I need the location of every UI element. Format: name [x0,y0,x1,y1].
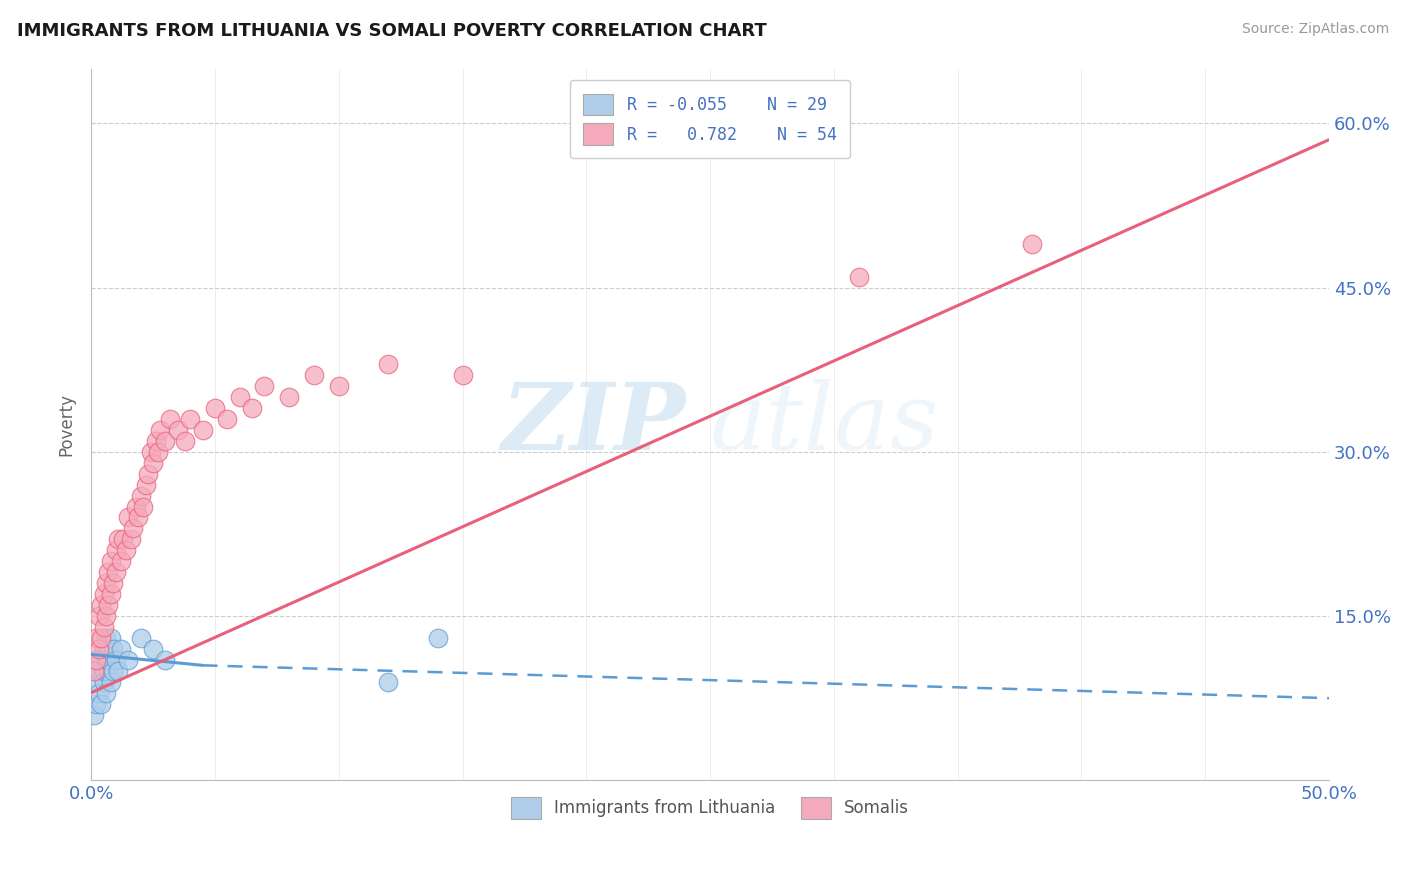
Point [94,609,117,624]
Point [87,609,110,624]
Point [97,653,120,667]
Point [87,664,110,678]
Point [97,598,120,612]
Point [253,379,276,393]
Point [84,631,107,645]
Point [93,641,115,656]
Point [240,401,263,415]
Point [159,412,181,426]
Text: ZIP: ZIP [501,379,685,469]
Point [132,500,155,514]
Point [848,269,870,284]
Point [90,653,112,667]
Point [120,533,142,547]
Point [97,641,120,656]
Point [84,674,107,689]
Point [110,641,132,656]
Point [83,664,105,678]
Point [94,631,117,645]
Point [100,674,122,689]
Point [278,390,301,404]
Point [426,631,449,645]
Point [90,631,112,645]
Text: IMMIGRANTS FROM LITHUANIA VS SOMALI POVERTY CORRELATION CHART: IMMIGRANTS FROM LITHUANIA VS SOMALI POVE… [17,22,766,40]
Point [94,653,117,667]
Point [142,456,165,470]
Point [100,587,122,601]
Point [110,554,132,568]
Point [114,543,136,558]
Point [117,510,139,524]
Point [146,444,169,458]
Point [145,434,167,448]
Text: atlas: atlas [710,379,939,469]
Point [129,631,152,645]
Point [155,653,177,667]
Point [100,631,122,645]
Point [83,707,105,722]
Point [103,576,125,591]
Point [104,566,127,580]
Point [149,423,172,437]
Point [104,653,127,667]
Point [84,653,107,667]
Point [125,500,148,514]
Point [107,533,129,547]
Point [100,554,122,568]
Point [93,587,115,601]
Point [228,390,250,404]
Point [155,434,177,448]
Point [127,510,149,524]
Text: Source: ZipAtlas.com: Source: ZipAtlas.com [1241,22,1389,37]
Point [87,641,110,656]
Point [174,434,197,448]
Point [90,697,112,711]
Point [139,444,162,458]
Point [451,368,474,383]
Point [135,477,157,491]
Point [97,566,120,580]
Point [1021,236,1043,251]
Point [179,412,201,426]
Point [328,379,350,393]
Point [377,674,399,689]
Point [94,686,117,700]
Point [217,412,239,426]
Point [84,697,107,711]
Point [117,653,139,667]
Point [136,467,159,481]
Point [93,674,115,689]
Point [90,598,112,612]
Point [112,533,135,547]
Point [94,576,117,591]
Point [97,664,120,678]
Point [93,620,115,634]
Point [104,543,127,558]
Point [142,641,165,656]
Y-axis label: Poverty: Poverty [58,392,75,456]
Point [87,686,110,700]
Point [103,664,125,678]
Point [122,521,145,535]
Point [166,423,188,437]
Point [93,664,115,678]
Point [191,423,214,437]
Legend: Immigrants from Lithuania, Somalis: Immigrants from Lithuania, Somalis [505,790,915,825]
Point [107,664,129,678]
Point [204,401,226,415]
Point [103,641,125,656]
Point [377,357,399,371]
Point [129,489,152,503]
Point [302,368,325,383]
